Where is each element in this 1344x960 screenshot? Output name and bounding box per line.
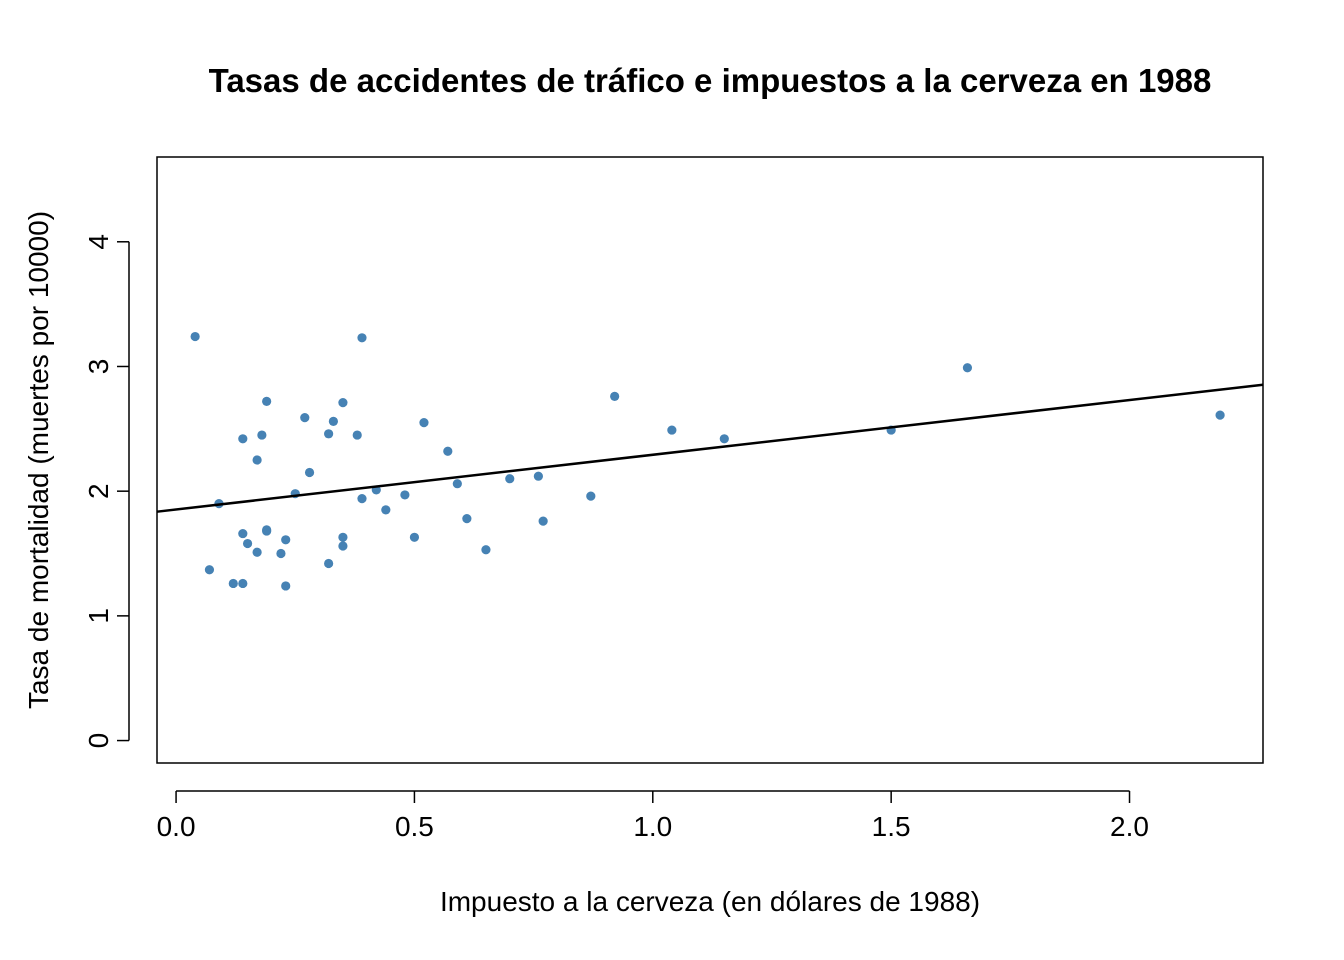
x-axis: 0.0 0.5 1.0 1.5 2.0 [157,790,1149,842]
data-point [452,479,462,489]
data-point [533,471,543,481]
data-point [324,558,334,569]
data-point [419,417,429,428]
data-point [276,548,286,559]
data-point [238,578,248,589]
data-point [252,455,262,465]
y-tick-label: 3 [83,359,114,375]
data-point [252,547,262,557]
y-tick-label: 1 [83,608,114,624]
data-point [338,532,348,542]
data-point [324,429,334,439]
data-point [262,396,272,406]
data-points [190,331,1225,591]
data-point [338,398,348,408]
x-axis-title: Impuesto a la cerveza (en dólares de 198… [440,886,980,917]
data-point [304,467,315,478]
x-tick-label: 1.5 [872,811,911,842]
data-point [667,425,677,435]
data-point [505,474,515,484]
data-point [1215,410,1225,420]
data-point [357,494,367,504]
regression-line [156,383,1264,513]
y-tick-label: 4 [83,234,114,250]
data-point [443,446,453,456]
data-point [352,430,362,440]
data-point [462,514,472,524]
data-point [238,528,248,539]
x-tick-label: 2.0 [1110,811,1149,842]
data-point [204,565,215,575]
data-point [610,391,620,402]
plot-area-frame [156,156,1264,764]
data-point [357,333,367,343]
x-tick-label: 0.5 [395,811,434,842]
regression-line-group [156,383,1264,513]
data-point [400,490,410,500]
data-point [190,331,200,342]
data-point [481,545,491,555]
data-point [238,434,248,444]
data-point [262,526,272,536]
data-point [328,416,338,426]
data-point [338,541,348,551]
y-axis: 0 1 2 3 4 [83,234,130,749]
x-tick-label: 1.0 [633,811,672,842]
data-point [538,516,548,526]
y-axis-title: Tasa de mortalidad (muertes por 10000) [23,211,54,709]
data-point [381,505,391,515]
data-point [962,363,973,373]
chart-title: Tasas de accidentes de tráfico e impuest… [209,62,1212,99]
data-point [281,581,291,591]
data-point [409,532,420,542]
data-point [719,434,729,444]
data-point [257,430,267,440]
y-tick-label: 2 [83,483,114,499]
data-point [228,578,238,589]
data-point [242,538,253,549]
data-point [300,413,310,423]
x-tick-label: 0.0 [157,811,196,842]
data-point [281,535,291,545]
y-tick-label: 0 [83,733,114,749]
data-point [586,491,596,501]
